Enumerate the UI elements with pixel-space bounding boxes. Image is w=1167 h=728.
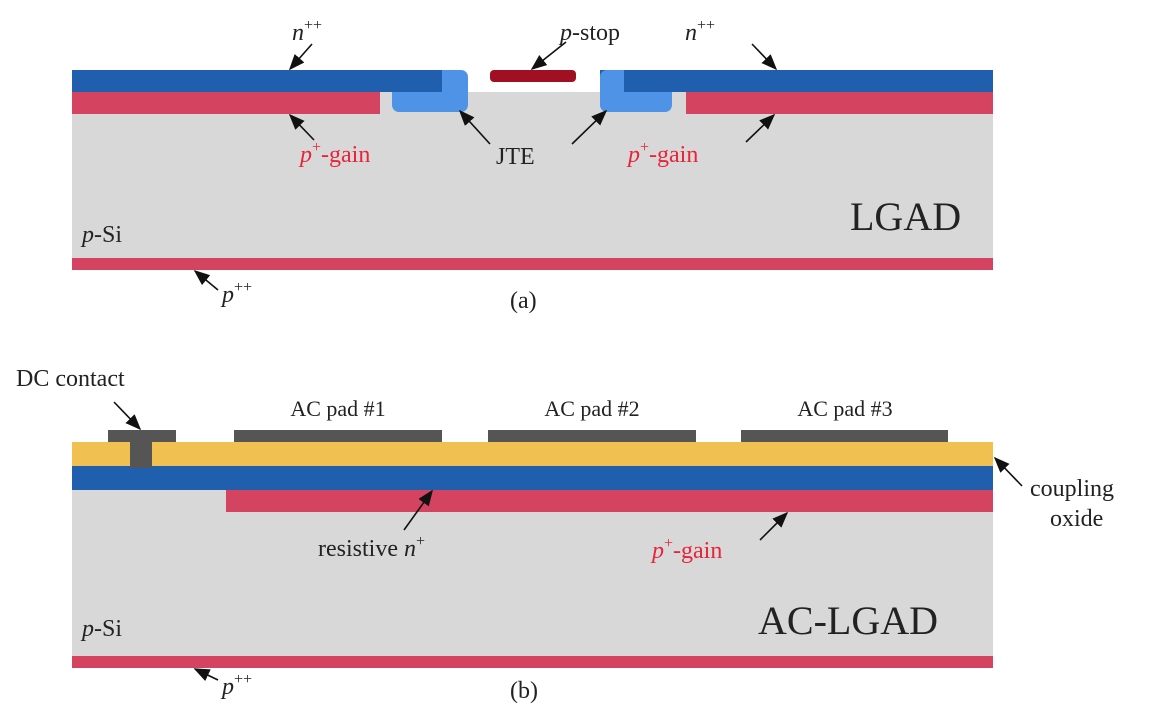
text-part: resistive xyxy=(318,536,398,562)
text-part: p xyxy=(80,222,94,248)
p-stop xyxy=(490,70,576,82)
dc-contact xyxy=(130,430,152,468)
text-part: + xyxy=(640,139,649,156)
text-part: n xyxy=(404,536,416,562)
ac-pad xyxy=(488,430,696,442)
panel-b: DC contact AC pad #1 AC pad #2 AC pad #3… xyxy=(16,366,1114,704)
n-layer xyxy=(624,70,672,92)
oxide xyxy=(72,442,993,466)
text-part: ++ xyxy=(697,17,715,34)
text-part: -stop xyxy=(572,20,620,46)
text-part: ++ xyxy=(234,279,252,296)
label: p++ xyxy=(220,279,252,308)
n-layer xyxy=(72,466,993,490)
label: p+-gain xyxy=(298,139,370,168)
text-part: ++ xyxy=(304,17,322,34)
gain-layer xyxy=(72,92,380,114)
pad-label: AC pad #2 xyxy=(544,396,639,421)
label: oxide xyxy=(1050,506,1103,532)
text-part: -gain xyxy=(321,142,370,168)
label: coupling xyxy=(1030,476,1114,502)
label: n++ xyxy=(292,17,322,46)
backside xyxy=(72,258,993,270)
arrow xyxy=(290,44,312,69)
pad-label: AC pad #1 xyxy=(290,396,385,421)
n-layer xyxy=(392,70,442,92)
text-part: + xyxy=(312,139,321,156)
label: DC contact xyxy=(16,366,125,392)
arrow xyxy=(195,669,218,680)
label: p+-gain xyxy=(650,535,722,564)
label: p-Si xyxy=(80,222,122,248)
label: resistive n+ xyxy=(318,533,425,562)
label: p-Si xyxy=(80,616,122,642)
text-part: p xyxy=(626,142,640,168)
text-part: p xyxy=(80,616,94,642)
text-part: -gain xyxy=(649,142,698,168)
text-part: n xyxy=(685,20,697,46)
diagram: n++ n++ p-stop p+-gain JTE p+-gain LGAD … xyxy=(0,0,1167,728)
caption: (b) xyxy=(510,678,538,704)
label: p+-gain xyxy=(626,139,698,168)
text-part: -Si xyxy=(94,222,122,248)
text-part: p xyxy=(220,674,234,700)
label: p++ xyxy=(220,671,252,700)
caption: (a) xyxy=(510,288,537,314)
text-part: ++ xyxy=(234,671,252,688)
arrow xyxy=(532,42,566,69)
gain-layer xyxy=(686,92,993,114)
backside xyxy=(72,656,993,668)
text-part: p xyxy=(650,538,664,564)
text-part: n xyxy=(292,20,304,46)
arrow xyxy=(195,271,218,290)
text-part: p xyxy=(558,20,572,46)
label: JTE xyxy=(496,144,535,170)
gain-layer xyxy=(226,490,993,512)
text-part: + xyxy=(416,533,425,550)
ac-pad xyxy=(741,430,948,442)
arrow xyxy=(114,402,140,429)
ac-pad xyxy=(234,430,442,442)
device-name: LGAD xyxy=(850,194,961,239)
n-layer xyxy=(72,70,442,92)
pad-label: AC pad #3 xyxy=(797,396,892,421)
text-part: p xyxy=(220,282,234,308)
arrow xyxy=(995,458,1022,486)
label: n++ xyxy=(685,17,715,46)
text-part: -Si xyxy=(94,616,122,642)
device-name: AC-LGAD xyxy=(758,598,938,643)
text-part: -gain xyxy=(673,538,722,564)
panel-a: n++ n++ p-stop p+-gain JTE p+-gain LGAD … xyxy=(72,17,993,314)
text-part: p xyxy=(298,142,312,168)
label: p-stop xyxy=(558,20,620,46)
text-part: + xyxy=(664,535,673,552)
arrow xyxy=(752,44,776,69)
